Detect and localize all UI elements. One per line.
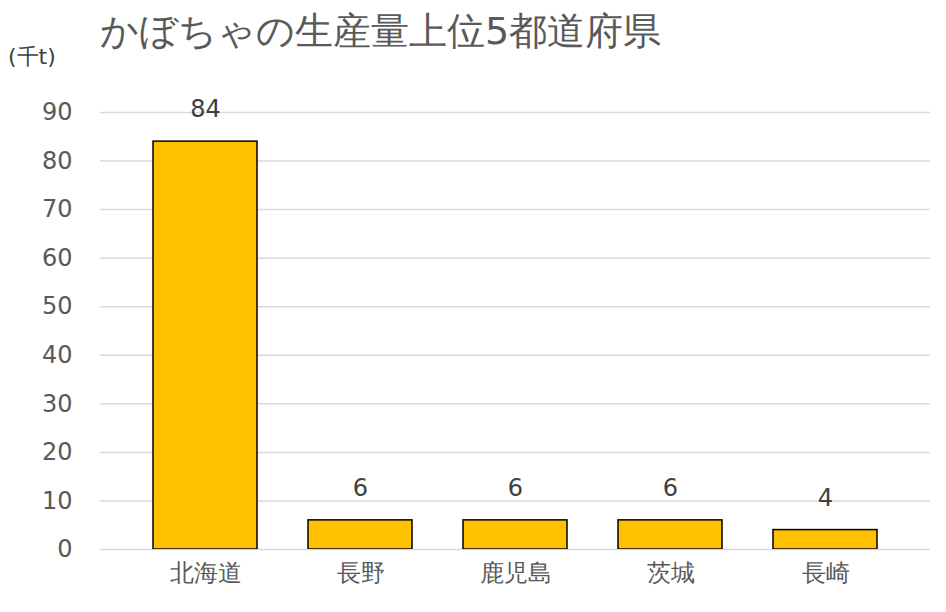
svg-text:10: 10: [42, 487, 73, 515]
svg-text:30: 30: [42, 390, 73, 418]
svg-text:90: 90: [42, 98, 73, 126]
html-text:(千t): (千t): [8, 44, 56, 69]
svg-text:6: 6: [508, 474, 523, 502]
svg-text:80: 80: [42, 147, 73, 175]
svg-text:20: 20: [42, 438, 73, 466]
svg-text:鹿児島: 鹿児島: [480, 559, 552, 587]
svg-text:70: 70: [42, 195, 73, 223]
svg-text:北海道: 北海道: [170, 559, 242, 587]
svg-text:長崎: 長崎: [802, 559, 850, 587]
svg-text:長野: 長野: [337, 559, 385, 587]
svg-text:40: 40: [42, 341, 73, 369]
svg-text:6: 6: [353, 474, 368, 502]
svg-text:4: 4: [818, 484, 833, 512]
svg-text:60: 60: [42, 244, 73, 272]
svg-text:6: 6: [663, 474, 678, 502]
svg-text:0: 0: [57, 535, 72, 563]
svg-text:50: 50: [42, 292, 73, 320]
svg-text:84: 84: [190, 95, 221, 123]
html-text:かぼちゃの生産量上位5都道府県: かぼちゃの生産量上位5都道府県: [100, 9, 662, 53]
svg-text:茨城: 茨城: [647, 559, 695, 587]
